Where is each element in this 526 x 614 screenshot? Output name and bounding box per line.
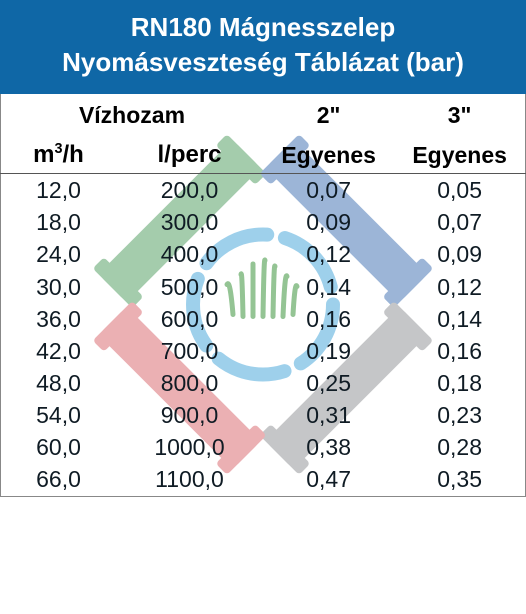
cell-a: 0,31 (263, 399, 394, 431)
table-row: 66,01100,00,470,35 (1, 463, 526, 496)
col-size-b: 3" (394, 94, 525, 133)
cell-lperc: 1000,0 (116, 431, 263, 463)
table-body: 12,0200,00,070,0518,0300,00,090,0724,040… (1, 174, 526, 496)
cell-m3h: 60,0 (1, 431, 117, 463)
cell-b: 0,28 (394, 431, 525, 463)
title-line2: Nyomásveszteség Táblázat (bar) (6, 45, 520, 80)
table-row: 60,01000,00,380,28 (1, 431, 526, 463)
cell-a: 0,07 (263, 174, 394, 207)
cell-m3h: 30,0 (1, 271, 117, 303)
cell-m3h: 24,0 (1, 238, 117, 270)
cell-m3h: 66,0 (1, 463, 117, 496)
cell-m3h: 54,0 (1, 399, 117, 431)
cell-b: 0,05 (394, 174, 525, 207)
cell-m3h: 42,0 (1, 335, 117, 367)
table-row: 48,0800,00,250,18 (1, 367, 526, 399)
cell-b: 0,23 (394, 399, 525, 431)
col-size-a: 2" (263, 94, 394, 133)
table-row: 54,0900,00,310,23 (1, 399, 526, 431)
cell-lperc: 500,0 (116, 271, 263, 303)
cell-b: 0,18 (394, 367, 525, 399)
cell-lperc: 300,0 (116, 206, 263, 238)
cell-lperc: 400,0 (116, 238, 263, 270)
cell-lperc: 700,0 (116, 335, 263, 367)
cell-a: 0,19 (263, 335, 394, 367)
cell-a: 0,12 (263, 238, 394, 270)
cell-lperc: 900,0 (116, 399, 263, 431)
cell-lperc: 600,0 (116, 303, 263, 335)
table-row: 30,0500,00,140,12 (1, 271, 526, 303)
cell-b: 0,12 (394, 271, 525, 303)
cell-a: 0,16 (263, 303, 394, 335)
col-unit-lperc: l/perc (116, 133, 263, 174)
cell-a: 0,14 (263, 271, 394, 303)
col-unit-m3h: m3/h (1, 133, 117, 174)
table-row: 42,0700,00,190,16 (1, 335, 526, 367)
pressure-loss-table: Vízhozam 2" 3" m3/h l/perc Egyenes Egyen… (0, 94, 526, 496)
cell-b: 0,16 (394, 335, 525, 367)
table-row: 12,0200,00,070,05 (1, 174, 526, 207)
title-line1: RN180 Mágnesszelep (6, 10, 520, 45)
table-row: 36,0600,00,160,14 (1, 303, 526, 335)
cell-m3h: 48,0 (1, 367, 117, 399)
cell-m3h: 18,0 (1, 206, 117, 238)
cell-b: 0,07 (394, 206, 525, 238)
cell-lperc: 1100,0 (116, 463, 263, 496)
table-row: 18,0300,00,090,07 (1, 206, 526, 238)
col-sub-b: Egyenes (394, 133, 525, 174)
cell-b: 0,35 (394, 463, 525, 496)
cell-lperc: 800,0 (116, 367, 263, 399)
table-row: 24,0400,00,120,09 (1, 238, 526, 270)
cell-m3h: 36,0 (1, 303, 117, 335)
table-title: RN180 Mágnesszelep Nyomásveszteség Táblá… (0, 0, 526, 94)
cell-b: 0,09 (394, 238, 525, 270)
cell-a: 0,38 (263, 431, 394, 463)
cell-a: 0,25 (263, 367, 394, 399)
col-flow-group: Vízhozam (1, 94, 264, 133)
cell-m3h: 12,0 (1, 174, 117, 207)
cell-a: 0,47 (263, 463, 394, 496)
cell-lperc: 200,0 (116, 174, 263, 207)
cell-a: 0,09 (263, 206, 394, 238)
cell-b: 0,14 (394, 303, 525, 335)
col-sub-a: Egyenes (263, 133, 394, 174)
